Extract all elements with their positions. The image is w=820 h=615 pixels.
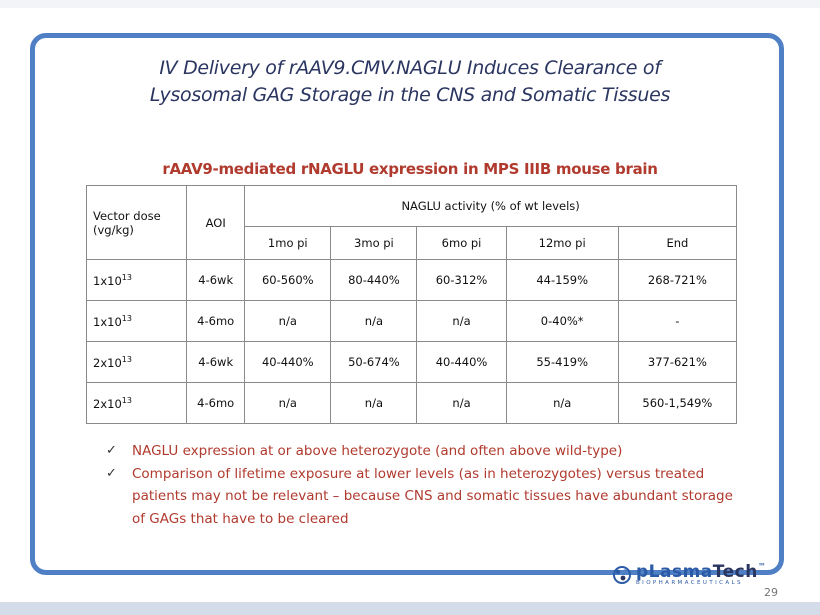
header-naglu-activity: NAGLU activity (% of wt levels) — [244, 185, 737, 227]
value-cell: n/a — [416, 382, 507, 424]
slide-title: IV Delivery of rAAV9.CMV.NAGLU Induces C… — [30, 55, 790, 109]
value-cell: 40-440% — [416, 341, 507, 383]
value-cell: 560-1,549% — [617, 382, 738, 424]
value-cell: 55-419% — [505, 341, 619, 383]
aoi-cell: 4-6mo — [186, 382, 246, 424]
value-cell: 44-159% — [505, 259, 619, 301]
value-cell: 268-721% — [617, 259, 738, 301]
table-row: 1x1013 4-6mo n/a n/a n/a 0-40%* - — [85, 300, 738, 342]
header-6mo: 6mo pi — [416, 226, 507, 260]
plasmatech-logo: pLasmaTech™ BIOPHARMACEUTICALS — [612, 562, 766, 589]
title-line-2: Lysosomal GAG Storage in the CNS and Som… — [149, 84, 671, 106]
bullet-item: ✓ NAGLU expression at or above heterozyg… — [106, 440, 746, 463]
page-number: 29 — [764, 586, 778, 599]
value-cell: n/a — [244, 382, 332, 424]
table-row: 2x1013 4-6wk 40-440% 50-674% 40-440% 55-… — [85, 341, 738, 383]
dose-cell: 1x1013 — [85, 259, 188, 301]
bottom-band — [0, 602, 820, 615]
dose-cell: 2x1013 — [85, 382, 188, 424]
logo-subtitle: BIOPHARMACEUTICALS — [636, 580, 743, 586]
value-cell: - — [617, 300, 738, 342]
aoi-cell: 4-6wk — [186, 341, 246, 383]
value-cell: n/a — [416, 300, 507, 342]
value-cell: 60-312% — [416, 259, 507, 301]
dose-cell: 2x1013 — [85, 341, 188, 383]
value-cell: n/a — [244, 300, 332, 342]
bullet-text: NAGLU expression at or above heterozygot… — [132, 443, 623, 459]
value-cell: 60-560% — [244, 259, 332, 301]
value-cell: 377-621% — [617, 341, 738, 383]
header-3mo: 3mo pi — [330, 226, 418, 260]
naglu-activity-table: Vector dose (vg/kg) AOI NAGLU activity (… — [85, 185, 738, 424]
logo-mark-icon — [613, 566, 631, 584]
bullet-item: ✓ Comparison of lifetime exposure at low… — [106, 463, 746, 531]
header-end: End — [617, 226, 738, 260]
value-cell: 50-674% — [330, 341, 418, 383]
table-row: 2x1013 4-6mo n/a n/a n/a n/a 560-1,549% — [85, 382, 738, 424]
aoi-cell: 4-6wk — [186, 259, 246, 301]
header-aoi: AOI — [186, 185, 246, 260]
title-line-1: IV Delivery of rAAV9.CMV.NAGLU Induces C… — [159, 57, 661, 79]
header-vector-dose: Vector dose (vg/kg) — [85, 185, 188, 260]
logo-wordmark: pLasmaTech™ — [636, 562, 767, 582]
aoi-cell: 4-6mo — [186, 300, 246, 342]
header-12mo: 12mo pi — [505, 226, 619, 260]
bullet-list: ✓ NAGLU expression at or above heterozyg… — [106, 440, 746, 530]
dose-cell: 1x1013 — [85, 300, 188, 342]
table-caption: rAAV9-mediated rNAGLU expression in MPS … — [162, 160, 658, 178]
value-cell: 80-440% — [330, 259, 418, 301]
value-cell: n/a — [330, 382, 418, 424]
header-1mo: 1mo pi — [244, 226, 332, 260]
top-band — [0, 0, 820, 8]
value-cell: n/a — [330, 300, 418, 342]
value-cell: 0-40%* — [505, 300, 619, 342]
checkmark-icon: ✓ — [106, 443, 117, 458]
value-cell: n/a — [505, 382, 619, 424]
checkmark-icon: ✓ — [106, 465, 117, 481]
table-row: 1x1013 4-6wk 60-560% 80-440% 60-312% 44-… — [85, 259, 738, 301]
bullet-text: Comparison of lifetime exposure at lower… — [132, 465, 733, 527]
value-cell: 40-440% — [244, 341, 332, 383]
